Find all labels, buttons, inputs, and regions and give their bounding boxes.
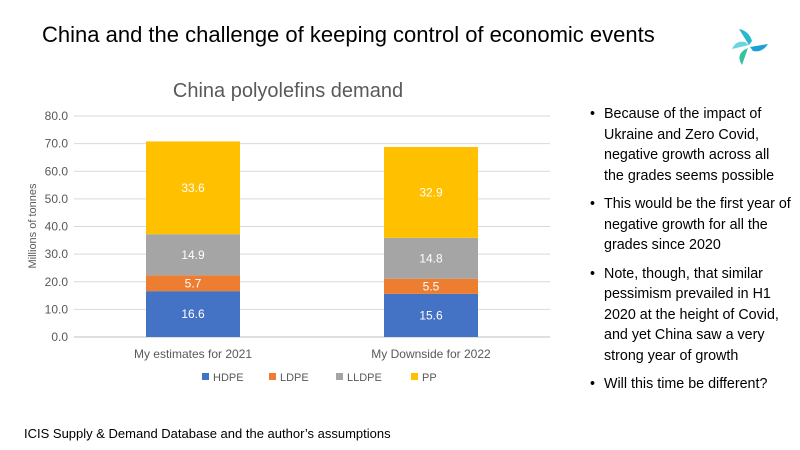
bar-segment-lldpe — [384, 237, 478, 279]
bullet-text: This would be the first year of negative… — [604, 196, 791, 253]
y-tick-label: 10.0 — [45, 302, 69, 316]
bullet-dot-icon: • — [590, 376, 596, 392]
bullet-item: • This would be the first year of negativ… — [588, 194, 793, 256]
bullet-item: • Because of the impact of Ukraine and Ze… — [588, 104, 793, 186]
bullet-text: Because of the impact of Ukraine and Zer… — [604, 106, 775, 184]
chart-title: China polyolefins demand — [173, 80, 403, 102]
bullet-text: Will this time be different? — [604, 376, 768, 392]
legend-label: LLDPE — [347, 372, 382, 384]
bullet-text: Note, though, that similar pessimism pre… — [604, 265, 779, 364]
data-label: 32.9 — [419, 185, 443, 199]
data-label: 14.9 — [181, 248, 205, 262]
y-tick-label: 80.0 — [45, 109, 69, 123]
y-tick-label: 30.0 — [45, 247, 69, 261]
y-axis-label: Millions of tonnes — [27, 183, 39, 268]
data-label: 14.8 — [419, 251, 443, 265]
bar-segment-pp — [146, 141, 240, 235]
data-label: 33.6 — [181, 181, 205, 195]
legend-swatch — [269, 373, 276, 380]
bar-segment-hdpe — [146, 291, 240, 337]
slide-title: China and the challenge of keeping contr… — [42, 22, 655, 47]
bars: 16.6 5.7 14.9 33.6 15.6 5.5 14.8 32.9 — [146, 141, 478, 337]
y-tick-label: 0.0 — [51, 330, 68, 344]
y-tick-label: 50.0 — [45, 192, 69, 206]
bullet-list: • Because of the impact of Ukraine and Ze… — [588, 104, 793, 403]
stacked-bar-chart: China polyolefins demand Millions of ton… — [27, 80, 550, 384]
bar-segment-lldpe — [146, 234, 240, 276]
data-label: 15.6 — [419, 308, 443, 322]
legend-swatch — [202, 373, 209, 380]
bar-segment-pp — [384, 146, 478, 238]
y-axis-ticks: 0.0 10.0 20.0 30.0 40.0 50.0 60.0 70.0 80.0 — [45, 109, 69, 344]
legend-swatch — [411, 373, 418, 380]
bullet-item: • Will this time be different? — [588, 374, 793, 395]
data-label: 5.5 — [423, 279, 440, 293]
legend-label: PP — [422, 372, 437, 384]
bar-segment-ldpe — [146, 275, 240, 292]
legend-label: HDPE — [213, 372, 244, 384]
data-label: 16.6 — [181, 307, 205, 321]
bullet-dot-icon: • — [590, 196, 596, 212]
gridlines — [74, 115, 550, 338]
bar-segment-hdpe — [384, 293, 478, 337]
bullet-item: • Note, though, that similar pessimism pr… — [588, 264, 793, 367]
y-tick-label: 20.0 — [45, 275, 69, 289]
x-tick-label: My estimates for 2021 — [134, 347, 252, 361]
source-note: ICIS Supply & Demand Database and the au… — [24, 426, 391, 441]
bullet-dot-icon: • — [590, 106, 596, 122]
company-logo-icon — [732, 29, 768, 65]
x-tick-label: My Downside for 2022 — [371, 347, 491, 361]
bar-segment-ldpe — [384, 278, 478, 294]
legend: HDPE LDPE LLDPE PP — [202, 372, 437, 384]
x-axis-ticks: My estimates for 2021 My Downside for 202… — [134, 347, 491, 361]
y-tick-label: 40.0 — [45, 220, 69, 234]
y-tick-label: 70.0 — [45, 137, 69, 151]
y-tick-label: 60.0 — [45, 164, 69, 178]
data-label: 5.7 — [185, 276, 202, 290]
legend-label: LDPE — [280, 372, 309, 384]
legend-swatch — [336, 373, 343, 380]
bullet-dot-icon: • — [590, 265, 596, 282]
